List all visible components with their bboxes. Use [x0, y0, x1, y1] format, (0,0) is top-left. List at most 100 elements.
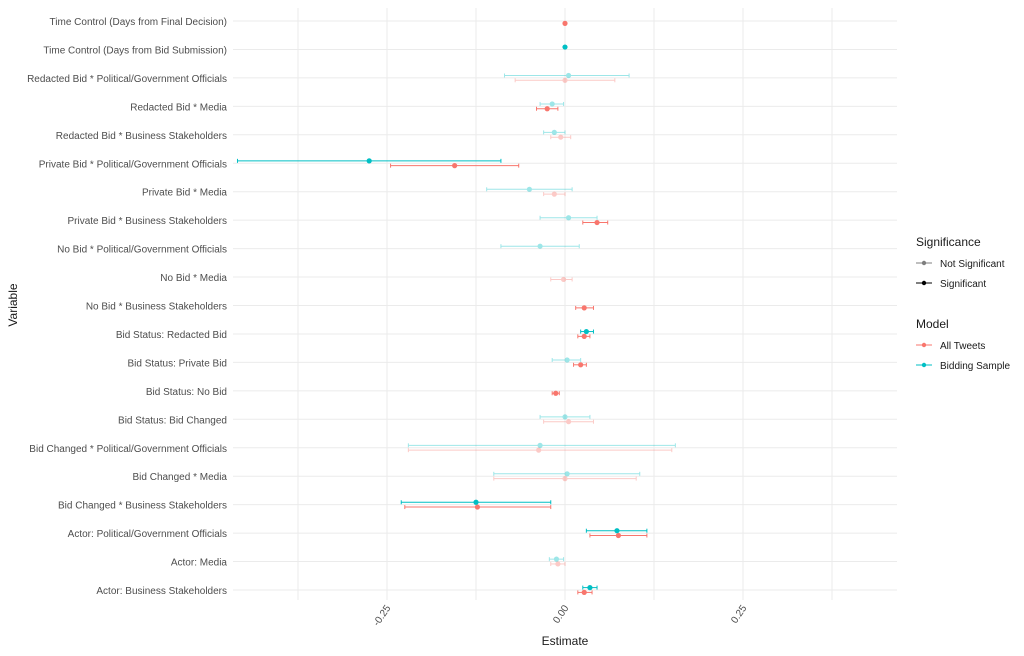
- legend-label-all-tweets: All Tweets: [940, 341, 985, 352]
- legend-label-not-significant: Not Significant: [940, 259, 1005, 270]
- bidding-sample-point: [366, 158, 372, 164]
- y-tick-label: Bid Status: Private Bid: [128, 358, 228, 369]
- all-tweets-point: [551, 191, 557, 197]
- y-tick-label: Bid Changed * Political/Government Offic…: [29, 444, 227, 455]
- legend-label-significant: Significant: [940, 279, 986, 290]
- x-tick-labels: -0.25 0.00 0.25: [371, 603, 749, 628]
- all-tweets-point: [581, 305, 587, 311]
- all-tweets-coef-group: [551, 390, 560, 396]
- all-tweets-coef-group: [536, 106, 559, 112]
- legend-title-significance: Significance: [916, 235, 981, 249]
- bidding-sample-point: [549, 101, 555, 107]
- all-tweets-point: [562, 77, 568, 83]
- legend: Significance Not Significant Significant…: [916, 235, 1010, 372]
- bidding-sample-coef-group: [562, 44, 568, 50]
- all-tweets-point: [562, 476, 568, 482]
- bidding-sample-point: [583, 328, 589, 335]
- bidding-sample-coef-group: [236, 158, 502, 164]
- all-tweets-coef-group: [550, 561, 566, 567]
- bidding-sample-coef-group: [493, 471, 641, 477]
- all-tweets-coef-group: [562, 20, 568, 26]
- grid-layer: [233, 8, 897, 600]
- all-tweets-point: [536, 447, 542, 453]
- all-tweets-coef-group: [550, 134, 572, 140]
- y-tick-label: No Bid * Political/Government Officials: [57, 245, 227, 256]
- bidding-sample-point: [537, 243, 543, 249]
- y-tick-label: No Bid * Business Stakeholders: [86, 302, 227, 313]
- all-tweets-coef-group: [577, 589, 593, 596]
- bidding-sample-point: [526, 186, 533, 192]
- y-tick-label: Bid Status: No Bid: [146, 387, 227, 398]
- y-tick-label: Bid Changed * Media: [132, 472, 227, 483]
- all-tweets-coef-group: [404, 504, 552, 510]
- y-tick-label: Actor: Business Stakeholders: [96, 586, 227, 597]
- bidding-sample-coef-group: [543, 129, 566, 135]
- y-tick-label: Private Bid * Media: [142, 188, 227, 199]
- x-tick-label: 0.00: [551, 603, 571, 626]
- y-tick-label: Actor: Media: [171, 558, 228, 569]
- all-tweets-coef-group: [543, 191, 566, 197]
- all-tweets-coef-group: [407, 447, 673, 453]
- bidding-sample-coef-group: [486, 186, 573, 192]
- legend-key-all-tweets-point: [921, 342, 927, 348]
- all-tweets-coef-group: [582, 219, 609, 226]
- bidding-sample-point: [553, 556, 560, 562]
- bidding-sample-coef-group: [580, 328, 594, 335]
- legend-label-bidding-sample: Bidding Sample: [940, 361, 1010, 372]
- bidding-sample-point: [614, 528, 620, 534]
- bidding-sample-coef-group: [539, 414, 591, 420]
- bidding-sample-coef-group: [407, 442, 676, 448]
- y-tick-label: Bid Status: Bid Changed: [118, 415, 227, 426]
- y-tick-label: Redacted Bid * Political/Government Offi…: [27, 74, 227, 85]
- bidding-sample-point: [562, 414, 568, 420]
- bidding-sample-point: [551, 129, 557, 135]
- bidding-sample-coef-group: [500, 243, 580, 249]
- y-tick-label: No Bid * Media: [160, 273, 227, 284]
- bidding-sample-point: [537, 442, 543, 448]
- bidding-sample-point: [562, 44, 568, 50]
- y-tick-labels: Time Control (Days from Final Decision) T…: [27, 17, 227, 597]
- all-tweets-point: [558, 134, 564, 140]
- all-tweets-point: [578, 362, 584, 368]
- bidding-sample-point: [564, 357, 570, 363]
- all-tweets-point: [594, 219, 600, 226]
- y-tick-label: Private Bid * Business Stakeholders: [67, 216, 227, 227]
- bidding-sample-point: [587, 585, 593, 591]
- all-tweets-point: [581, 589, 587, 596]
- legend-title-model: Model: [916, 317, 949, 331]
- all-tweets-coef-group: [514, 77, 616, 83]
- all-tweets-coef-group: [577, 333, 591, 339]
- y-tick-label: Time Control (Days from Final Decision): [50, 17, 227, 28]
- y-tick-label: Time Control (Days from Bid Submission): [43, 45, 227, 56]
- all-tweets-coef-group: [493, 476, 637, 482]
- all-tweets-point: [615, 532, 622, 539]
- y-tick-label: Private Bid * Political/Government Offic…: [39, 159, 227, 170]
- legend-key-significant-point: [921, 280, 927, 286]
- y-tick-label: Redacted Bid * Media: [130, 102, 227, 113]
- all-tweets-coef-group: [550, 276, 573, 283]
- all-tweets-point: [581, 333, 587, 339]
- bidding-sample-coef-group: [539, 215, 598, 221]
- bidding-sample-coef-group: [539, 101, 565, 107]
- all-tweets-point: [555, 561, 561, 567]
- all-tweets-point: [544, 106, 550, 112]
- all-tweets-coef-group: [543, 419, 594, 425]
- bidding-sample-coef-group: [400, 499, 552, 505]
- bidding-sample-point: [564, 471, 570, 477]
- x-tick-label: -0.25: [371, 603, 393, 628]
- y-tick-label: Bid Changed * Business Stakeholders: [58, 501, 227, 512]
- x-tick-label: 0.25: [729, 603, 749, 626]
- all-tweets-coef-group: [589, 532, 648, 539]
- bidding-sample-coef-group: [582, 585, 598, 591]
- all-tweets-point: [562, 20, 568, 26]
- y-axis-title: Variable: [6, 283, 20, 326]
- all-tweets-coef-group: [575, 305, 594, 311]
- all-tweets-coef-group: [390, 163, 520, 169]
- all-tweets-point: [560, 276, 567, 283]
- bidding-sample-coef-group: [551, 357, 582, 363]
- bidding-sample-point: [473, 499, 479, 505]
- all-tweets-point: [565, 419, 572, 425]
- all-tweets-coef-group: [573, 362, 587, 368]
- all-tweets-point: [452, 163, 458, 169]
